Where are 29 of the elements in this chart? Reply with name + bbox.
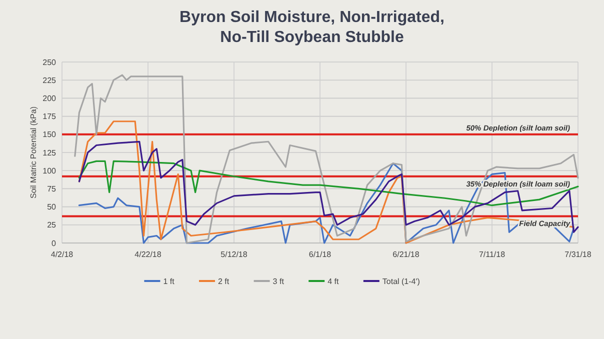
y-tick-label: 0 xyxy=(52,238,57,248)
legend-label: 4 ft xyxy=(328,276,340,286)
y-tick-label: 250 xyxy=(42,58,57,67)
legend-label: Total (1-4') xyxy=(382,276,420,286)
y-tick-label: 150 xyxy=(42,130,57,140)
chart-title: Byron Soil Moisture, Non-Irrigated, No-Till Soybean Stubble xyxy=(180,9,444,46)
x-tick-label: 4/2/18 xyxy=(50,250,74,259)
legend-label: 2 ft xyxy=(218,276,230,286)
x-tick-label: 4/22/18 xyxy=(134,250,162,259)
y-tick-label: 25 xyxy=(47,220,57,230)
y-tick-label: 100 xyxy=(42,166,57,176)
y-tick-label: 175 xyxy=(42,112,57,122)
y-tick-label: 200 xyxy=(42,94,57,103)
line-series xyxy=(78,120,574,244)
y-axis-title: Soil Matric Potential (kPa) xyxy=(29,106,38,199)
x-tick-label: 6/21/18 xyxy=(392,250,420,259)
y-tick-label: 50 xyxy=(47,202,57,212)
legend-label: 3 ft xyxy=(272,276,285,286)
line-series xyxy=(78,160,579,206)
x-tick-label: 6/1/18 xyxy=(308,250,332,259)
legend-label: 1 ft xyxy=(163,276,176,286)
x-tick-label: 7/11/18 xyxy=(478,250,506,259)
y-tick-label: 225 xyxy=(42,76,57,85)
x-tick-label: 7/31/18 xyxy=(564,250,592,259)
y-tick-label: 75 xyxy=(47,184,57,194)
y-tick-label: 125 xyxy=(42,148,57,158)
line-series xyxy=(78,140,579,233)
line-series xyxy=(74,74,579,244)
x-tick-label: 5/12/18 xyxy=(220,250,248,259)
